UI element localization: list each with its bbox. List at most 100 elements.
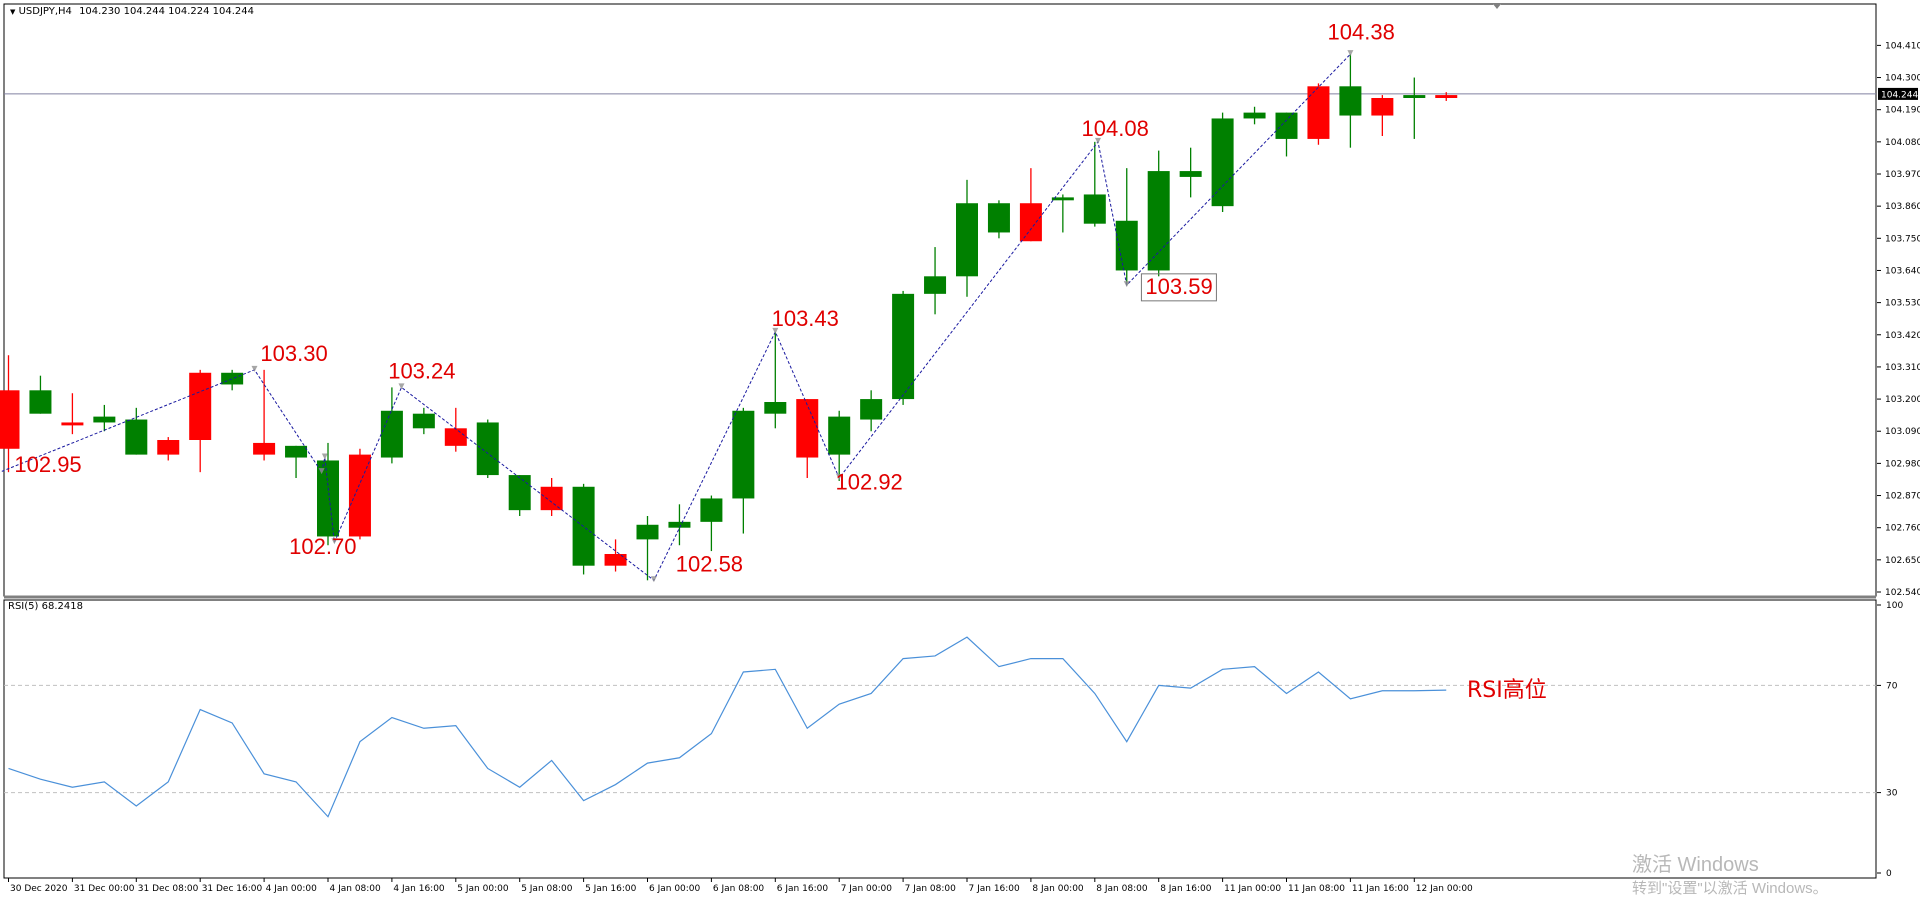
- time-axis-label: 5 Jan 16:00: [585, 884, 637, 894]
- candle-body: [1307, 86, 1330, 139]
- candle-body: [253, 442, 276, 455]
- price-annotation: 103.24: [388, 359, 455, 384]
- windows-activation-watermark: 激活 Windows 转到"设置"以激活 Windows。: [1632, 848, 1828, 898]
- watermark-line-1: 激活 Windows: [1632, 854, 1759, 876]
- price-axis-label: 103.420: [1885, 331, 1920, 341]
- time-axis-label: 7 Jan 00:00: [841, 884, 893, 894]
- time-axis-label: 31 Dec 00:00: [74, 884, 135, 894]
- price-axis-label: 103.860: [1885, 202, 1920, 212]
- zigzag-vertex-marker: [331, 538, 338, 545]
- watermark-line-2: 转到"设置"以激活 Windows。: [1632, 880, 1828, 897]
- time-axis-label: 4 Jan 08:00: [330, 884, 382, 894]
- price-axis-label: 102.540: [1885, 588, 1920, 598]
- candle-body: [1403, 95, 1426, 98]
- zigzag-vertex-marker: [251, 365, 258, 372]
- price-axis-label: 103.310: [1885, 363, 1920, 373]
- zigzag-vertex-marker: [836, 474, 843, 480]
- symbol-header: ▼ USDJPY,H4 104.230 104.244 104.224 104.…: [10, 6, 254, 17]
- price-axis-label: 104.080: [1885, 138, 1920, 148]
- candle-body: [1179, 171, 1202, 177]
- candle-body: [29, 390, 52, 414]
- current-price-label: 104.244: [1881, 90, 1918, 100]
- candle-body: [796, 399, 819, 458]
- candle-body: [668, 521, 691, 528]
- time-axis-label: 7 Jan 16:00: [969, 884, 1021, 894]
- time-axis-label: 30 Dec 2020: [10, 884, 68, 894]
- price-axis-label: 103.530: [1885, 299, 1920, 309]
- zigzag-vertex-marker: [1347, 50, 1354, 57]
- time-axis-label: 7 Jan 08:00: [905, 884, 957, 894]
- candle-body: [285, 445, 308, 458]
- candle-body: [1435, 95, 1458, 98]
- zigzag-vertex-marker: [772, 327, 779, 334]
- price-axis-label: 103.200: [1885, 395, 1920, 405]
- candle-body: [444, 428, 467, 446]
- zigzag-vertex-marker: [321, 453, 328, 460]
- candle-body: [412, 413, 435, 429]
- rsi-axis-label: 70: [1886, 681, 1898, 691]
- candle-body: [0, 390, 20, 449]
- candle-body: [987, 203, 1010, 233]
- price-axis-label: 102.760: [1885, 524, 1920, 534]
- candle-body: [1275, 112, 1298, 139]
- price-axis-label: 104.410: [1885, 41, 1920, 51]
- rsi-axis-label: 100: [1886, 601, 1903, 611]
- candle-body: [604, 554, 627, 566]
- candle-body: [636, 524, 659, 540]
- candle-body: [348, 454, 371, 537]
- rsi-annotation: RSI高位: [1467, 678, 1547, 703]
- time-axis-label: 5 Jan 08:00: [521, 884, 573, 894]
- candle-body: [61, 422, 84, 426]
- time-axis-label: 6 Jan 08:00: [713, 884, 765, 894]
- time-axis-label: 5 Jan 00:00: [457, 884, 509, 894]
- shift-marker-icon: [1493, 4, 1501, 9]
- candle-body: [1051, 197, 1074, 201]
- price-axis-label: 103.090: [1885, 427, 1920, 437]
- price-annotation: 104.08: [1082, 116, 1149, 141]
- price-annotation: 102.58: [676, 552, 743, 577]
- price-annotation: 103.30: [260, 341, 327, 366]
- candle-body: [828, 416, 851, 455]
- candle-body: [380, 410, 403, 458]
- candle-body: [157, 440, 180, 455]
- candle-body: [700, 498, 723, 522]
- price-axis-label: 103.970: [1885, 170, 1920, 180]
- candle-body: [508, 475, 531, 511]
- price-annotation: 103.43: [772, 306, 839, 331]
- collapse-arrow-icon[interactable]: ▼: [10, 8, 16, 16]
- rsi-label: RSI(5) 68.2418: [8, 601, 83, 612]
- price-annotation: 102.70: [289, 534, 356, 559]
- zigzag-vertex-marker: [318, 468, 325, 475]
- rsi-panel-frame: [3, 599, 1877, 879]
- price-axis-label: 104.190: [1885, 106, 1920, 116]
- rsi-axis-label: 30: [1886, 789, 1898, 799]
- time-axis-label: 8 Jan 16:00: [1160, 884, 1212, 894]
- price-axis-label: 102.980: [1885, 459, 1920, 469]
- rsi-axis-label: 0: [1886, 869, 1892, 879]
- time-axis-label: 6 Jan 16:00: [777, 884, 829, 894]
- time-axis-label: 11 Jan 00:00: [1224, 884, 1281, 894]
- time-axis-label: 12 Jan 00:00: [1416, 884, 1473, 894]
- zigzag-vertex-marker: [650, 576, 657, 583]
- candle-body: [476, 422, 499, 476]
- price-axis-label: 102.650: [1885, 556, 1920, 566]
- time-axis-label: 11 Jan 16:00: [1352, 884, 1409, 894]
- price-axis-label: 104.300: [1885, 74, 1920, 84]
- candle-body: [1019, 203, 1042, 242]
- price-annotation: 102.92: [836, 470, 903, 495]
- time-axis-label: 6 Jan 00:00: [649, 884, 701, 894]
- candle-body: [1371, 98, 1394, 116]
- candle-body: [764, 402, 787, 414]
- price-annotation: 102.95: [14, 452, 81, 477]
- candle-body: [1243, 112, 1266, 119]
- rsi-line: [8, 636, 1447, 818]
- price-annotation: 104.38: [1328, 20, 1395, 45]
- zigzag-vertex-marker: [1123, 281, 1130, 288]
- price-axis-label: 103.750: [1885, 234, 1920, 244]
- candle-body: [732, 410, 755, 499]
- time-axis-label: 8 Jan 00:00: [1032, 884, 1084, 894]
- current-price-label-bg: [1878, 87, 1918, 100]
- time-axis-label: 11 Jan 08:00: [1288, 884, 1345, 894]
- candle-body: [540, 486, 563, 511]
